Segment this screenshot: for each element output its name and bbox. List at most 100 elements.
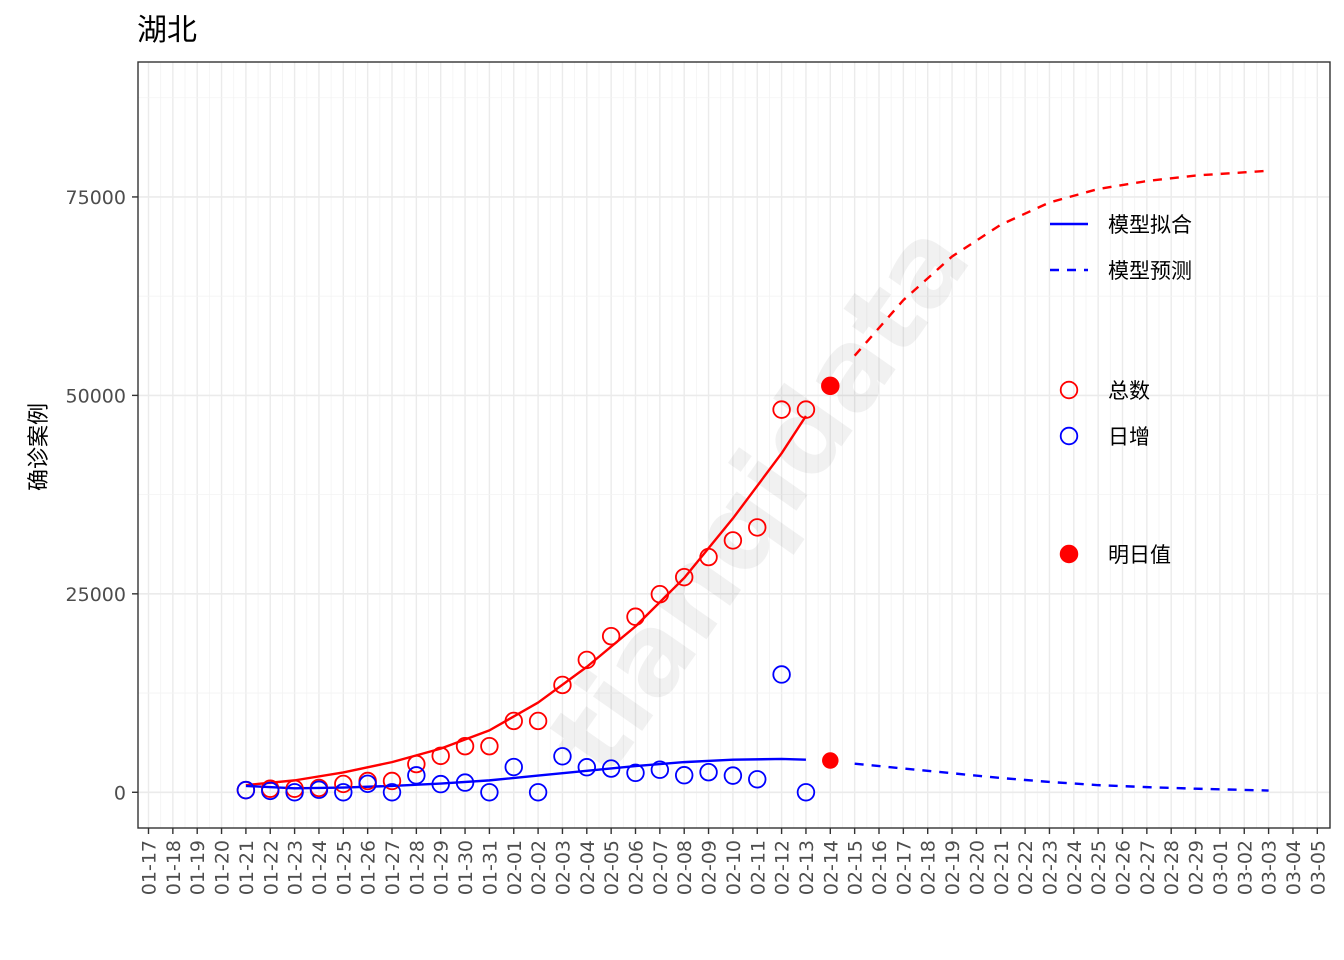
series-line-总数-模型拟合: [245, 415, 807, 787]
data-point-日增: [675, 766, 694, 785]
data-point-总数: [577, 650, 597, 670]
x-tick-label: 02-09: [699, 840, 721, 895]
data-point-日增: [236, 780, 256, 800]
x-tick-label: 01-28: [406, 840, 428, 895]
x-tick-label: 01-17: [139, 840, 161, 895]
series-line-总数-模型预测: [853, 169, 1269, 357]
data-point-日增: [553, 747, 572, 766]
x-tick-label: 01-26: [358, 840, 380, 895]
data-point-明日值: [822, 752, 839, 769]
x-tick-label: 03-03: [1259, 840, 1281, 895]
legend-key-point: [1059, 380, 1079, 400]
data-point-日增: [407, 766, 426, 785]
legend-label: 总数: [1108, 379, 1150, 403]
x-tick-label: 02-24: [1064, 840, 1086, 895]
x-tick-label: 02-01: [504, 840, 526, 895]
panel-background: [138, 62, 1330, 828]
y-tick-label: 0: [114, 782, 126, 804]
data-point-总数: [382, 771, 402, 791]
x-tick-label: 02-13: [796, 840, 818, 895]
x-tick-label: 02-06: [626, 840, 648, 895]
x-tick-label: 02-21: [991, 840, 1013, 895]
data-point-日增: [285, 783, 304, 802]
data-point-日增: [528, 783, 548, 802]
x-tick-label: 01-20: [212, 840, 234, 895]
legend-label: 模型预测: [1108, 259, 1192, 283]
x-tick-label: 02-18: [918, 840, 940, 895]
data-point-总数: [748, 518, 767, 537]
data-point-日增: [455, 773, 475, 792]
data-point-日增: [261, 781, 280, 801]
data-point-日增: [723, 766, 743, 785]
data-point-总数: [334, 774, 353, 794]
x-tick-label: 01-23: [285, 840, 307, 895]
x-tick-label: 02-25: [1088, 840, 1110, 895]
x-tick-label: 01-24: [309, 840, 331, 895]
x-tick-label: 02-16: [869, 840, 891, 895]
x-tick-label: 02-11: [747, 840, 769, 895]
data-point-总数: [407, 754, 426, 774]
x-tick-label: 02-19: [942, 840, 964, 895]
x-tick-label: 02-05: [601, 840, 623, 895]
x-tick-label: 02-15: [845, 840, 867, 895]
data-point-日增: [480, 783, 499, 802]
data-point-总数: [650, 585, 670, 604]
data-point-日增: [601, 759, 621, 778]
panel-border: [137, 61, 1331, 829]
data-point-日增: [772, 665, 791, 684]
x-tick-label: 02-12: [772, 840, 794, 895]
series-line-日增-模型预测: [854, 762, 1269, 792]
x-tick-label: 02-17: [893, 840, 915, 895]
data-point-总数: [504, 711, 523, 731]
x-tick-label: 02-23: [1039, 840, 1061, 895]
x-tick-label: 02-27: [1137, 840, 1159, 895]
x-tick-label: 01-29: [431, 840, 453, 895]
x-tick-label: 02-10: [723, 840, 745, 895]
x-tick-label: 02-07: [650, 840, 672, 895]
x-tick-label: 02-03: [552, 840, 574, 895]
y-tick-label: 75000: [66, 187, 126, 209]
x-tick-label: 02-04: [577, 840, 599, 895]
x-tick-label: 02-22: [1015, 840, 1037, 895]
legend-label: 日增: [1108, 425, 1150, 449]
y-tick-label: 50000: [66, 385, 126, 407]
data-point-日增: [309, 780, 329, 799]
legend-key-point: [1059, 426, 1079, 446]
x-tick-label: 01-18: [163, 840, 185, 895]
plot-panel: tianqidata: [137, 61, 1331, 829]
data-point-总数: [431, 746, 450, 766]
data-point-总数: [601, 626, 621, 646]
data-point-总数: [723, 531, 743, 550]
data-point-日增: [504, 757, 523, 777]
y-axis-label: 确诊案例: [27, 403, 52, 491]
data-point-日增: [748, 770, 767, 789]
legend-label: 明日值: [1108, 543, 1171, 567]
x-tick-label: 03-01: [1210, 840, 1232, 895]
data-point-总数: [455, 736, 475, 756]
data-point-日增: [382, 783, 402, 802]
x-tick-label: 01-21: [236, 840, 258, 895]
y-tick-label: 25000: [66, 584, 126, 606]
x-tick-label: 01-27: [382, 840, 404, 895]
data-point-日增: [577, 758, 597, 777]
series-line-日增-模型拟合: [245, 757, 806, 790]
x-tick-label: 02-02: [528, 840, 550, 895]
x-tick-label: 01-25: [333, 840, 355, 895]
data-point-总数: [626, 607, 645, 626]
data-point-总数: [796, 400, 816, 419]
x-tick-label: 02-28: [1161, 840, 1183, 895]
data-point-总数: [699, 547, 718, 567]
data-point-日增: [358, 774, 377, 794]
data-point-日增: [699, 762, 718, 782]
x-tick-label: 01-19: [187, 840, 209, 895]
x-tick-label: 03-05: [1307, 840, 1329, 895]
x-tick-label: 01-30: [455, 840, 477, 895]
legend-key-filled: [1059, 544, 1079, 564]
data-point-日增: [626, 763, 645, 783]
data-point-总数: [772, 400, 791, 419]
x-tick-label: 02-14: [820, 840, 842, 895]
data-point-日增: [334, 783, 353, 802]
x-tick-label: 02-08: [674, 840, 696, 895]
data-point-日增: [650, 760, 670, 779]
